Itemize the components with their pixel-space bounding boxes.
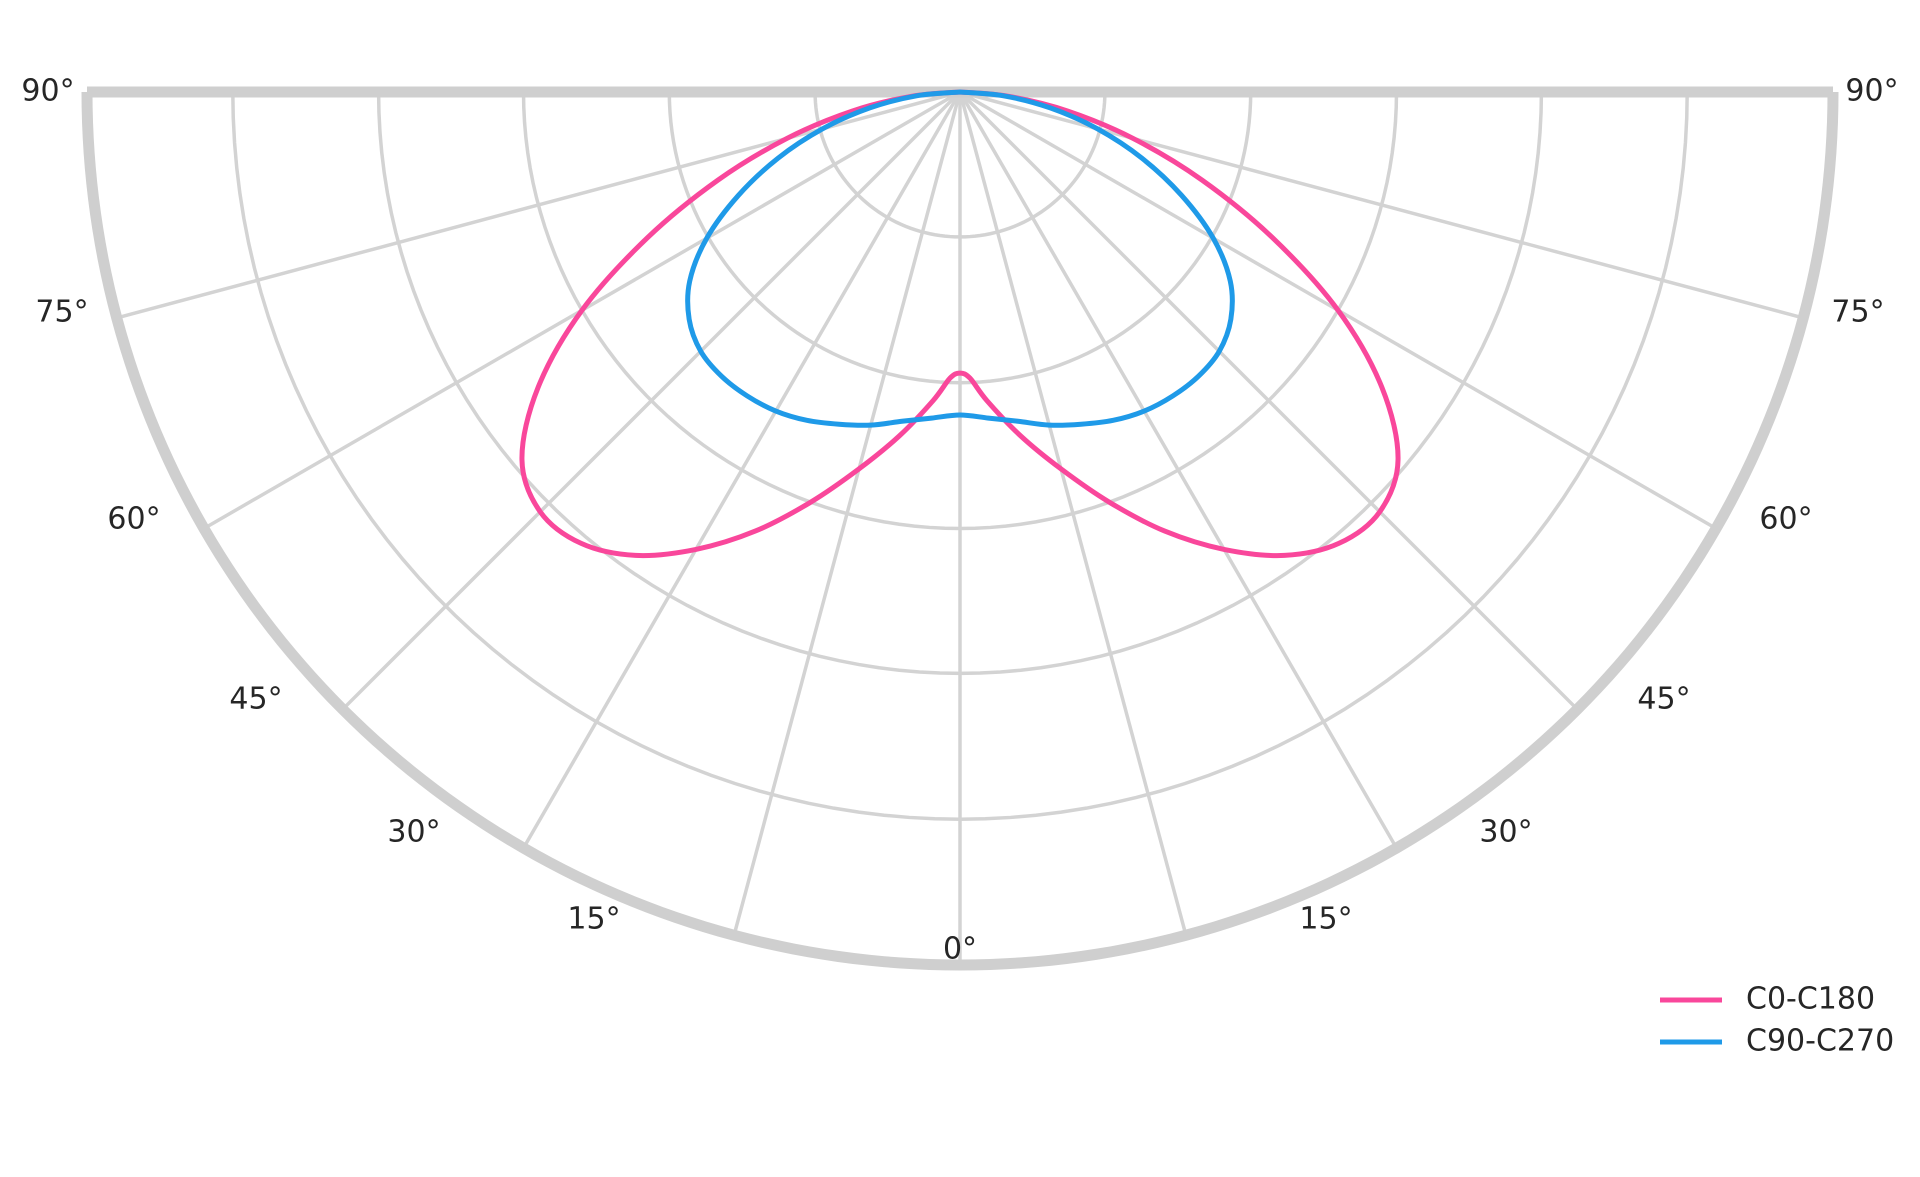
angle-spoke-group (115, 90, 1805, 967)
angle-label-right-60deg: 60° (1759, 502, 1812, 537)
angle-label-right-75deg: 75° (1831, 295, 1884, 330)
angle-label-right-45deg: 45° (1637, 682, 1690, 717)
angle-spoke (958, 90, 1580, 712)
angle-label-left-75deg: 75° (35, 295, 88, 330)
angle-label-right-30deg: 30° (1479, 815, 1532, 850)
angle-label-center-0deg: 0° (943, 932, 977, 967)
angle-spoke (958, 90, 1188, 937)
angle-label-left-15deg: 15° (567, 902, 620, 937)
angle-label-right-15deg: 15° (1299, 902, 1352, 937)
angle-spoke (340, 90, 962, 712)
axis-label-layer: 90° 75° 60° 45° 30° 15° 90° 75° 60° 45° 30° 15° 0° (21, 74, 1898, 967)
angle-spoke (958, 90, 1399, 850)
angle-spoke (732, 90, 962, 937)
legend-label-c0-c180: C0-C180 (1746, 982, 1875, 1017)
series-layer (519, 89, 1401, 559)
outer-boundary-arc (81, 91, 1839, 971)
angle-label-left-45deg: 45° (229, 682, 282, 717)
grid-layer (81, 86, 1839, 971)
series-curve-c0-c180 (519, 89, 1401, 559)
angle-spoke (521, 90, 962, 850)
series-curve-c90-c270 (685, 89, 1235, 428)
angle-label-left-60deg: 60° (107, 502, 160, 537)
angle-label-right-90deg: 90° (1845, 74, 1898, 109)
legend: C0-C180 C90-C270 (1660, 982, 1894, 1059)
legend-label-c90-c270: C90-C270 (1746, 1024, 1894, 1059)
angle-label-left-30deg: 30° (387, 815, 440, 850)
angle-label-left-90deg: 90° (21, 74, 74, 109)
